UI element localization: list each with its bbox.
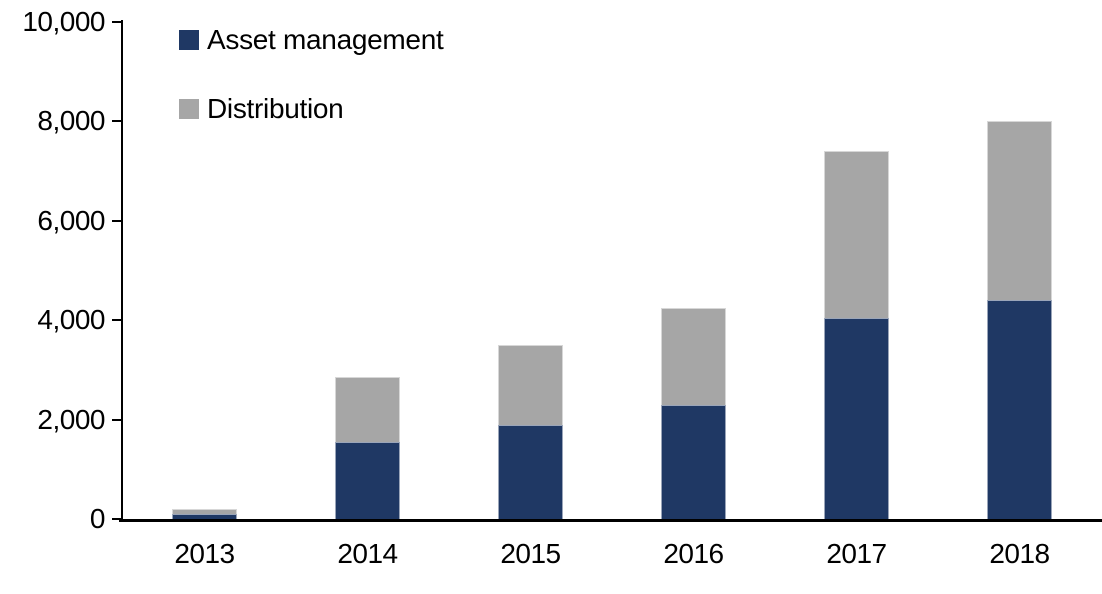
y-axis-label: 8,000 [37, 105, 105, 137]
bar-slot-2016 [612, 22, 775, 519]
x-axis-label-2017: 2017 [826, 538, 887, 569]
x-axis-labels: 2013 2014 2015 2016 2017 2018 [123, 538, 1101, 570]
bar-2014 [335, 22, 400, 519]
x-axis-label-2015: 2015 [500, 538, 561, 569]
y-axis-tick [112, 219, 122, 222]
legend: Asset management Distribution [179, 24, 444, 123]
y-axis-label: 2,000 [37, 403, 105, 435]
y-axis-label: 4,000 [37, 304, 105, 336]
y-axis-label: 0 [89, 503, 106, 534]
legend-item-asset-management: Asset management [179, 24, 444, 55]
x-axis-label-2014: 2014 [337, 538, 398, 569]
x-axis-label-2013: 2013 [174, 538, 235, 569]
bar-2013 [172, 22, 237, 519]
bar-segment-distribution [824, 151, 889, 318]
x-axis-line [119, 519, 1102, 522]
bars-container [123, 22, 1101, 519]
legend-label-asset-management: Asset management [207, 24, 444, 55]
bar-slot-2018 [938, 22, 1101, 519]
legend-swatch-asset-management-icon [179, 30, 199, 50]
bar-2018 [987, 22, 1052, 519]
y-axis-tick [112, 319, 122, 322]
bar-slot-2014 [286, 22, 449, 519]
y-axis-label: 10,000 [22, 6, 105, 37]
bar-segment-distribution [335, 377, 400, 442]
y-axis-labels: 0 2,000 4,000 6,000 8,000 10,000 [0, 7, 105, 534]
bar-segment-asset-management [661, 404, 726, 519]
y-axis-tick [112, 21, 122, 23]
y-axis-label: 6,000 [37, 204, 105, 236]
legend-item-distribution: Distribution [179, 95, 443, 123]
y-axis-ticks [112, 21, 122, 520]
legend-label-distribution: Distribution [207, 93, 344, 124]
y-axis-tick [112, 418, 122, 421]
bar-segment-asset-management [824, 317, 889, 519]
bar-2017 [824, 22, 889, 519]
bar-2016 [661, 22, 726, 519]
bar-slot-2017 [775, 22, 938, 519]
bar-2015 [498, 22, 563, 519]
legend-swatch-distribution-icon [179, 99, 199, 119]
bar-slot-2015 [449, 22, 612, 519]
bar-segment-distribution [498, 345, 563, 425]
y-axis-line [121, 20, 123, 522]
bar-segment-asset-management [172, 513, 237, 519]
x-axis-label-2018: 2018 [989, 538, 1050, 569]
y-axis-tick [112, 120, 122, 123]
bar-segment-asset-management [498, 424, 563, 519]
y-axis-tick [112, 518, 122, 520]
bar-segment-distribution [987, 121, 1052, 301]
bar-segment-distribution [172, 509, 237, 514]
x-axis-label-2016: 2016 [663, 538, 724, 569]
bar-segment-distribution [661, 307, 726, 405]
bar-segment-asset-management [335, 441, 400, 519]
plot-area [123, 22, 1101, 519]
bar-segment-asset-management [987, 300, 1052, 519]
bar-slot-2013 [123, 22, 286, 519]
